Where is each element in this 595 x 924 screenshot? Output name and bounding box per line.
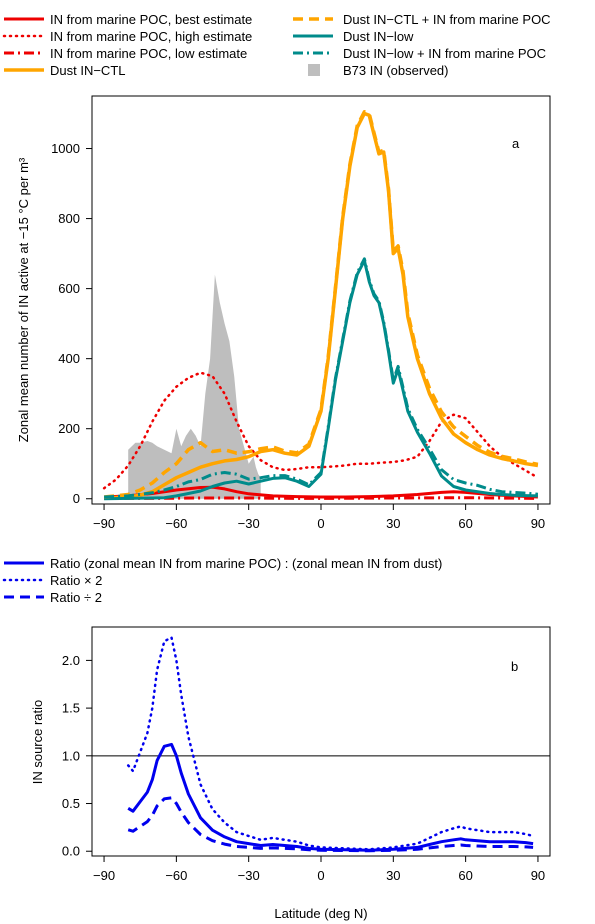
- legend-a-swatch-8: [308, 64, 320, 76]
- legend-a-entry-4: Dust IN−CTL: [4, 63, 126, 78]
- panel-b-x-tick-label-1: −60: [165, 868, 187, 883]
- panel-a-y-tick-label-1: 200: [58, 421, 80, 436]
- legend-a-label-6: Dust IN−low: [343, 29, 414, 44]
- panel-b-y-axis: 0.0 0.5 1.0 1.5 2.0: [62, 653, 93, 859]
- panel-b-x-axis-title: Latitude (deg N): [274, 906, 367, 921]
- panel-b-y-tick-label-4: 2.0: [62, 653, 80, 668]
- legend-a-entry-7: Dust IN−low + IN from marine POC: [293, 46, 546, 61]
- legend-a-entry-2: IN from marine POC, high estimate: [2, 29, 252, 44]
- legend-b-label-3: Ratio ÷ 2: [50, 590, 102, 605]
- panel-b-x-axis: −90 −60 −30 0 30 60 90: [93, 855, 545, 883]
- panel-b-x-tick-label-6: 90: [531, 868, 545, 883]
- panel-b-x-tick-label-2: −30: [238, 868, 260, 883]
- legend-a-label-7: Dust IN−low + IN from marine POC: [343, 46, 546, 61]
- legend-a-entry-1: IN from marine POC, best estimate: [4, 12, 252, 27]
- legend-b: Ratio (zonal mean IN from marine POC) : …: [2, 556, 442, 605]
- panel-b: −90 −60 −30 0 30 60 90 0.0 0.5 1.0 1.5 2.0 b IN so…: [30, 626, 551, 921]
- legend-b-label-1: Ratio (zonal mean IN from marine POC) : …: [50, 556, 442, 571]
- panel-b-x-tick-label-3: 0: [317, 868, 324, 883]
- panel-a-y-tick-label-4: 800: [58, 211, 80, 226]
- legend-b-label-2: Ratio × 2: [50, 573, 102, 588]
- panel-a-series-0: [104, 485, 538, 499]
- panel-b-y-tick-label-0: 0.0: [62, 844, 80, 859]
- legend-a: IN from marine POC, best estimate IN fro…: [2, 12, 551, 78]
- panel-b-x-tick-label-4: 30: [386, 868, 400, 883]
- panel-a-series-3: [104, 111, 539, 500]
- legend-a-entry-8: B73 IN (observed): [308, 63, 449, 78]
- panel-a-y-axis-title: Zonal mean number of IN active at −15 °C…: [16, 157, 31, 442]
- panel-a-lines-layer: [102, 110, 540, 501]
- panel-a-y-tick-label-2: 400: [58, 351, 80, 366]
- panel-b-x-tick-label-0: −90: [93, 868, 115, 883]
- panel-a-x-tick-label-3: 0: [317, 516, 324, 531]
- panel-a-series-5: [103, 110, 539, 499]
- panel-a-x-tick-label-5: 60: [458, 516, 472, 531]
- legend-b-entry-3: Ratio ÷ 2: [4, 590, 102, 605]
- panel-a-y-tick-label-0: 0: [73, 491, 80, 506]
- panel-a-x-tick-label-4: 30: [386, 516, 400, 531]
- panel-a-area-b73: [128, 274, 261, 499]
- panel-a-series-2: [104, 496, 538, 500]
- panel-a-y-tick-label-5: 1000: [51, 141, 80, 156]
- legend-a-entry-3: IN from marine POC, low estimate: [4, 46, 247, 61]
- legend-a-label-2: IN from marine POC, high estimate: [50, 29, 252, 44]
- legend-b-entry-2: Ratio × 2: [2, 573, 102, 588]
- panel-a-x-tick-label-0: −90: [93, 516, 115, 531]
- legend-b-entry-1: Ratio (zonal mean IN from marine POC) : …: [4, 556, 442, 571]
- panel-a-x-tick-label-6: 90: [531, 516, 545, 531]
- panel-a-y-axis: 0 200 400 600 800 1000: [51, 141, 93, 506]
- panel-b-y-axis-title: IN source ratio: [30, 700, 45, 785]
- panel-b-lines-layer: [126, 636, 535, 853]
- legend-a-label-1: IN from marine POC, best estimate: [50, 12, 252, 27]
- panel-a-x-tick-label-2: −30: [238, 516, 260, 531]
- panel-a-label: a: [512, 136, 520, 151]
- panel-b-y-tick-label-3: 1.5: [62, 701, 80, 716]
- legend-a-entry-5: Dust IN−CTL + IN from marine POC: [293, 12, 551, 27]
- panel-b-label: b: [511, 659, 518, 674]
- panel-a-area-layer: [128, 274, 261, 499]
- legend-a-entry-6: Dust IN−low: [293, 29, 414, 44]
- legend-a-label-8: B73 IN (observed): [343, 63, 449, 78]
- panel-b-series-2: [127, 796, 534, 853]
- legend-a-label-4: Dust IN−CTL: [50, 63, 126, 78]
- panel-a: −90 −60 −30 0 30 60 90 0 200 400 600 800 1000 a Zon…: [16, 95, 551, 531]
- panel-b-y-tick-label-2: 1.0: [62, 748, 80, 763]
- panel-a-series-1: [102, 371, 540, 490]
- legend-a-label-3: IN from marine POC, low estimate: [50, 46, 247, 61]
- panel-b-frame: [91, 626, 551, 857]
- panel-b-x-tick-label-5: 60: [458, 868, 472, 883]
- panel-a-x-tick-label-1: −60: [165, 516, 187, 531]
- panel-b-series-0: [127, 742, 534, 852]
- panel-b-series-1: [126, 636, 535, 851]
- panel-a-y-tick-label-3: 600: [58, 281, 80, 296]
- panel-a-frame: [91, 95, 551, 505]
- legend-a-label-5: Dust IN−CTL + IN from marine POC: [343, 12, 551, 27]
- panel-a-x-axis: −90 −60 −30 0 30 60 90: [93, 503, 545, 531]
- panel-b-y-tick-label-1: 0.5: [62, 796, 80, 811]
